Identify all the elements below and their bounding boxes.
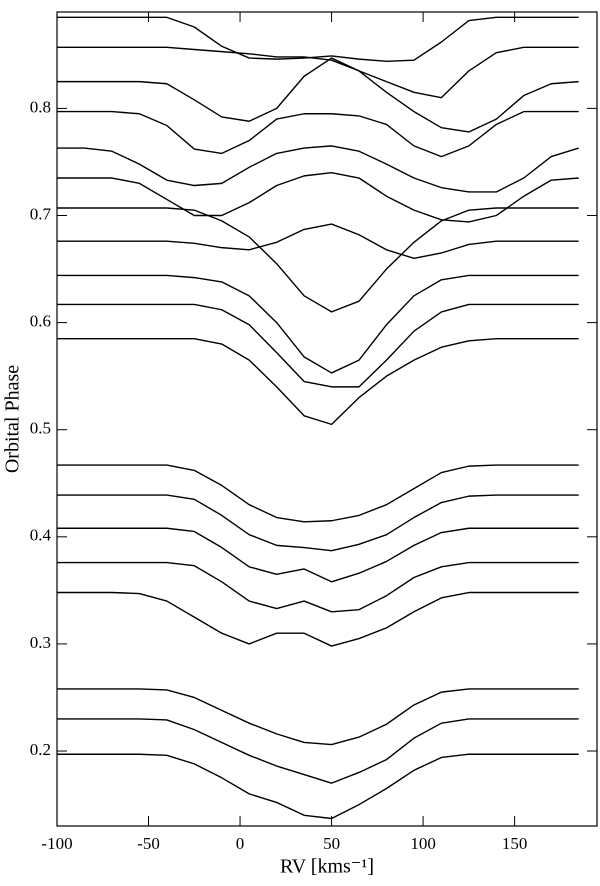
spectrum-line: [57, 171, 579, 223]
y-axis-label: Orbital Phase: [2, 365, 24, 473]
spectrum-line: [57, 16, 579, 62]
spectrum-line: [57, 688, 579, 746]
y-tick-label: 0.5: [30, 419, 51, 438]
x-tick-label: 50: [323, 834, 340, 853]
plot-frame: [56, 11, 598, 827]
spectrum-line: [57, 46, 579, 99]
spectrum-line: [57, 57, 579, 133]
spectrum-line: [57, 753, 579, 820]
y-tick-label: 0.2: [30, 740, 51, 759]
spectrum-line: [57, 464, 579, 523]
spectrum-line: [57, 110, 579, 158]
y-tick-label: 0.8: [30, 97, 51, 116]
x-tick-label: -100: [41, 834, 72, 853]
spectrum-line: [57, 274, 579, 374]
spectrum-line: [57, 223, 579, 260]
spectrum-line: [57, 718, 579, 784]
spectrum-line: [57, 494, 579, 552]
x-axis-label: RV [kms⁻¹]: [280, 856, 374, 878]
spectrum-line: [57, 591, 579, 647]
spectrum-line: [57, 303, 579, 388]
x-tick-label: 0: [236, 834, 245, 853]
spectrum-line: [57, 207, 579, 313]
x-tick-label: 150: [502, 834, 528, 853]
spectrum-line: [57, 527, 579, 583]
spectrum-line: [57, 561, 579, 613]
x-tick-label: -50: [137, 834, 160, 853]
y-tick-label: 0.4: [30, 526, 52, 545]
spectrum-line: [57, 145, 579, 193]
y-tick-label: 0.7: [30, 204, 52, 223]
x-tick-label: 100: [410, 834, 436, 853]
y-tick-label: 0.6: [30, 312, 51, 331]
y-tick-label: 0.3: [30, 633, 51, 652]
spectrum-line: [57, 337, 579, 426]
